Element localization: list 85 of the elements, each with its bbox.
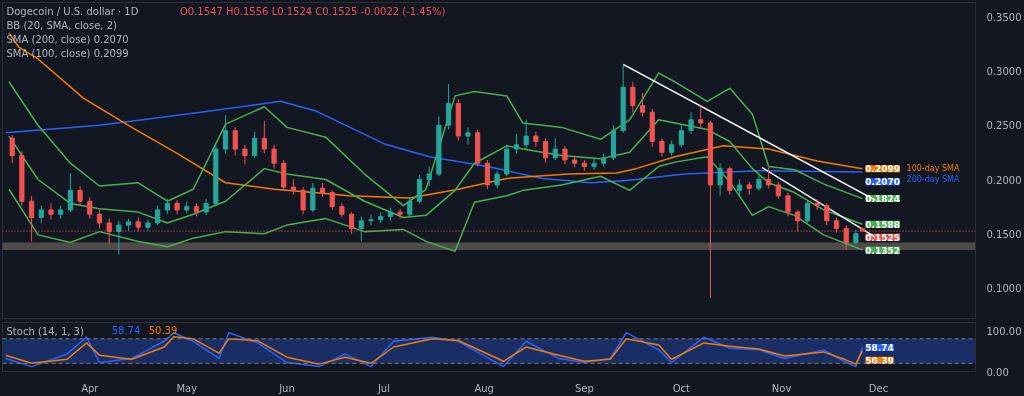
candlestick bbox=[67, 172, 73, 213]
candlestick bbox=[484, 159, 490, 190]
line-series bbox=[8, 155, 864, 252]
y-tick-label: 0.00 bbox=[986, 366, 1009, 378]
candlestick bbox=[281, 159, 287, 191]
candlestick bbox=[465, 126, 471, 146]
candlestick bbox=[96, 209, 103, 229]
candlestick bbox=[368, 213, 374, 226]
candlestick bbox=[698, 105, 704, 129]
legend-label: 100-day SMA bbox=[906, 164, 960, 174]
candlestick bbox=[630, 81, 636, 113]
candlestick bbox=[9, 134, 15, 164]
candlestick bbox=[562, 145, 568, 165]
y-tick-label: 0.3500 bbox=[986, 11, 1022, 23]
candlestick bbox=[48, 202, 54, 221]
line-series bbox=[4, 100, 864, 184]
x-tick-label: Apr bbox=[81, 382, 100, 394]
data-label: 0.2099 bbox=[865, 164, 901, 175]
x-tick-label: Nov bbox=[771, 382, 792, 394]
candlestick bbox=[678, 124, 684, 148]
candlestick bbox=[232, 126, 238, 157]
x-tick-label: Dec bbox=[868, 382, 889, 394]
candlestick bbox=[397, 208, 403, 220]
candlestick bbox=[310, 182, 316, 213]
ref-line-label: 0.1525 bbox=[865, 232, 901, 243]
candlestick bbox=[513, 133, 520, 154]
candlestick bbox=[426, 165, 432, 187]
annotation: O0.1547 H0.1556 L0.1524 C0.1525 -0.0022 (-1.45%) bbox=[179, 5, 446, 17]
data-label: 0.2070 bbox=[865, 177, 901, 188]
data-label: 0.1588 bbox=[865, 219, 901, 230]
chart-title: Dogecoin / U.S. dollar · 1D bbox=[6, 5, 139, 17]
x-tick-label: Oct bbox=[672, 382, 691, 394]
candlestick bbox=[717, 162, 723, 197]
candlestick bbox=[533, 131, 539, 148]
candlestick bbox=[542, 137, 549, 164]
candlestick bbox=[358, 215, 364, 242]
candlestick bbox=[252, 131, 258, 159]
y-tick-label: 100.00 bbox=[986, 325, 1022, 337]
candlestick bbox=[804, 200, 811, 224]
chart-title: Stoch (14, 1, 3) bbox=[6, 325, 84, 337]
annotation: SMA (100, close) 0.2099 bbox=[6, 47, 129, 59]
candlestick bbox=[242, 144, 248, 165]
data-label: 50.39 bbox=[865, 355, 894, 366]
candlestick bbox=[445, 83, 452, 131]
data-label: 0.1824 bbox=[865, 194, 901, 205]
text: 58.74 bbox=[111, 324, 141, 336]
legend-label: 200-day SMA bbox=[906, 175, 960, 185]
y-tick-label: 0.2500 bbox=[986, 120, 1022, 132]
candlestick bbox=[824, 202, 830, 226]
y-tick-label: 0.2000 bbox=[986, 174, 1022, 186]
annotation: BB (20, SMA, close, 2) bbox=[6, 19, 118, 31]
line-series bbox=[8, 119, 864, 225]
candlestick bbox=[552, 137, 558, 161]
candlestick bbox=[271, 144, 277, 170]
text: 50.39 bbox=[148, 324, 178, 336]
x-tick-label: Aug bbox=[474, 382, 494, 394]
candlestick bbox=[659, 137, 665, 158]
line-series bbox=[8, 32, 864, 199]
y-tick-label: 0.3000 bbox=[986, 65, 1022, 77]
data-label: 58.74 bbox=[865, 343, 894, 354]
x-tick-label: Jun bbox=[278, 382, 295, 394]
x-tick-label: Jul bbox=[376, 382, 390, 394]
candlestick bbox=[329, 189, 335, 211]
candlestick bbox=[222, 114, 229, 154]
y-tick-label: 0.1000 bbox=[986, 283, 1022, 295]
candlestick bbox=[688, 111, 694, 135]
candlestick bbox=[766, 167, 772, 189]
candlestick bbox=[407, 196, 413, 217]
candlestick bbox=[155, 205, 161, 226]
y-tick-label: 0.1500 bbox=[986, 228, 1022, 240]
candlestick bbox=[523, 119, 529, 150]
candlestick bbox=[639, 92, 646, 118]
candlestick bbox=[591, 158, 597, 171]
candlestick bbox=[727, 165, 733, 196]
x-tick-label: Sep bbox=[574, 382, 594, 394]
data-label: 0.1352 bbox=[865, 245, 901, 256]
candlestick bbox=[116, 220, 122, 255]
candlestick bbox=[416, 174, 423, 204]
candlestick bbox=[785, 192, 791, 217]
candlestick bbox=[87, 196, 93, 220]
candlestick bbox=[77, 185, 83, 207]
candlestick bbox=[261, 120, 267, 154]
candlestick bbox=[814, 198, 820, 211]
x-tick-label: May bbox=[176, 382, 198, 394]
candlestick bbox=[300, 186, 306, 215]
